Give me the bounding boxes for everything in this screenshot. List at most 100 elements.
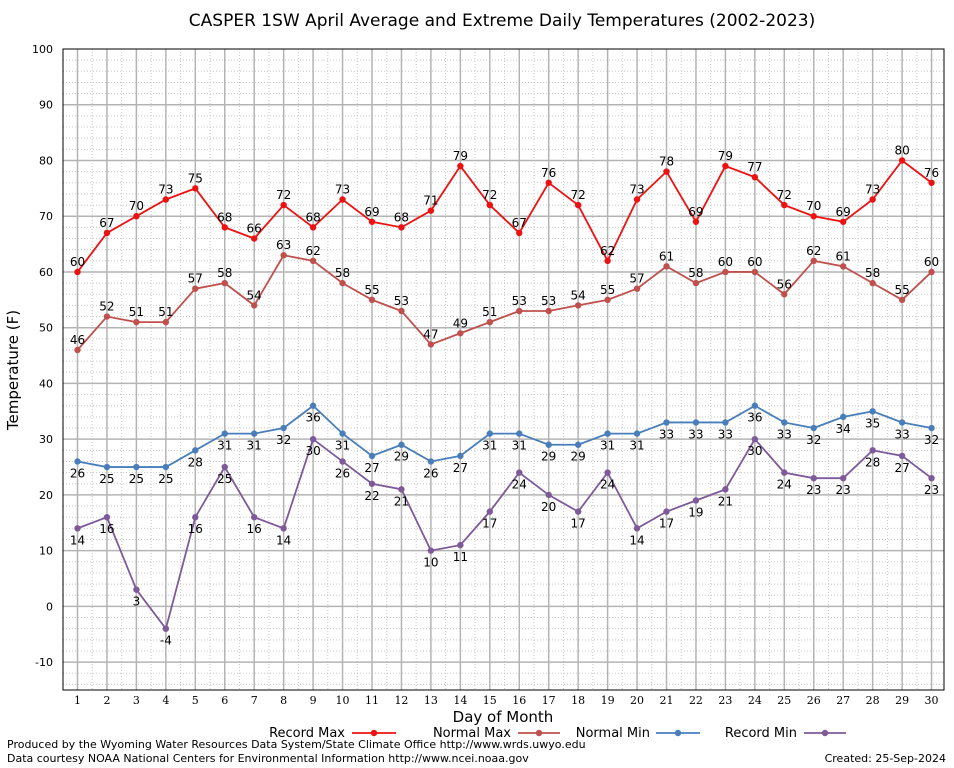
data-label: 14 [70,533,85,547]
data-label: 35 [865,416,880,430]
data-point [427,547,435,554]
data-label: 51 [482,305,497,319]
y-tick-label: 10 [39,545,53,558]
data-point [162,318,170,326]
data-point [74,458,81,465]
x-tick-label: 10 [336,694,350,707]
data-point [751,435,759,443]
data-label: 24 [777,478,792,492]
data-label: 17 [571,517,586,531]
data-label: 73 [865,182,880,196]
data-label: 30 [305,444,320,458]
data-point [898,419,906,426]
data-point [368,296,376,304]
x-tick-label: 27 [836,694,850,707]
y-tick-label: 100 [32,43,53,56]
data-label: 58 [335,266,350,280]
plot-frame [62,48,945,691]
data-label: 76 [924,166,939,180]
data-point [457,162,464,170]
data-point [898,157,906,164]
data-label: 31 [247,439,262,453]
data-label: 79 [453,149,468,163]
data-label: 63 [276,238,291,252]
data-label: 57 [629,272,644,286]
data-label: 54 [247,288,262,302]
data-point [486,430,493,437]
x-tick-label: 21 [660,694,674,707]
data-point [192,447,199,454]
data-label: 60 [924,255,939,269]
data-point [339,430,346,437]
data-label: 73 [629,182,644,196]
data-label: 34 [836,422,851,436]
x-tick-label: 1 [74,694,81,707]
data-label: 79 [718,149,733,163]
data-point [251,514,258,521]
data-point [368,452,376,460]
data-point [692,497,700,504]
data-point [192,185,199,192]
data-label: 69 [688,205,703,219]
data-label: 68 [217,210,232,224]
series-record-max: 60 67 70 73 75 68 66 72 68 73 69 68 71 79 72 67 76 72 62 73… [70,143,939,276]
data-label: 69 [364,205,379,219]
data-label: 51 [158,305,173,319]
data-label: 17 [482,517,497,531]
data-label: 66 [247,222,262,236]
data-label: 80 [894,143,909,157]
y-tick-label: 30 [39,433,53,446]
data-label: 47 [423,327,438,341]
data-point [457,330,464,337]
x-tick-label: 12 [394,694,408,707]
data-label: 58 [217,266,232,280]
data-point [840,413,847,421]
series-line [77,404,932,468]
data-label: 70 [806,199,821,213]
data-label: 31 [217,439,232,453]
data-point [840,474,847,482]
data-point [898,296,906,304]
data-label: 73 [158,182,173,196]
data-point [692,419,700,426]
data-label: 55 [894,283,909,297]
legend-marker [674,729,682,737]
data-label: 60 [718,255,733,269]
data-point [574,302,582,309]
data-point [486,318,493,326]
data-label: 51 [129,305,144,319]
data-point [928,424,935,432]
data-label: 67 [512,216,527,230]
data-point [280,525,287,532]
data-point [722,419,729,426]
data-label: 20 [541,500,556,514]
series-normal-max: 46 52 51 51 57 58 54 63 62 58 55 53 47 49 51 53 53 54 55 57… [70,238,939,354]
data-label: 32 [276,433,291,447]
data-point [309,402,317,409]
data-point [427,341,435,348]
data-point [251,430,258,437]
data-label: 76 [541,166,556,180]
data-label: 32 [806,433,821,447]
data-label: 67 [99,216,114,230]
data-label: 31 [600,439,615,453]
data-label: 24 [600,478,615,492]
data-label: 23 [924,483,939,497]
y-tick-label: 20 [39,489,53,502]
data-point [663,419,670,426]
data-label: 26 [70,466,85,480]
series-record-min: 14 16 3 -4 16 25 16 14 30 26 22 21 10 11 17 24 20 17 24 14 1… [70,435,939,648]
y-tick-label: 80 [39,154,53,167]
data-label: 16 [188,522,203,536]
data-point [103,463,111,471]
data-label: 26 [335,466,350,480]
data-point [751,402,759,409]
data-label: 21 [718,494,733,508]
data-label: 60 [70,255,85,269]
x-tick-label: 8 [280,694,287,707]
data-point [192,514,199,521]
data-label: 54 [571,288,586,302]
x-tick-label: 16 [512,694,526,707]
data-point [486,508,493,515]
